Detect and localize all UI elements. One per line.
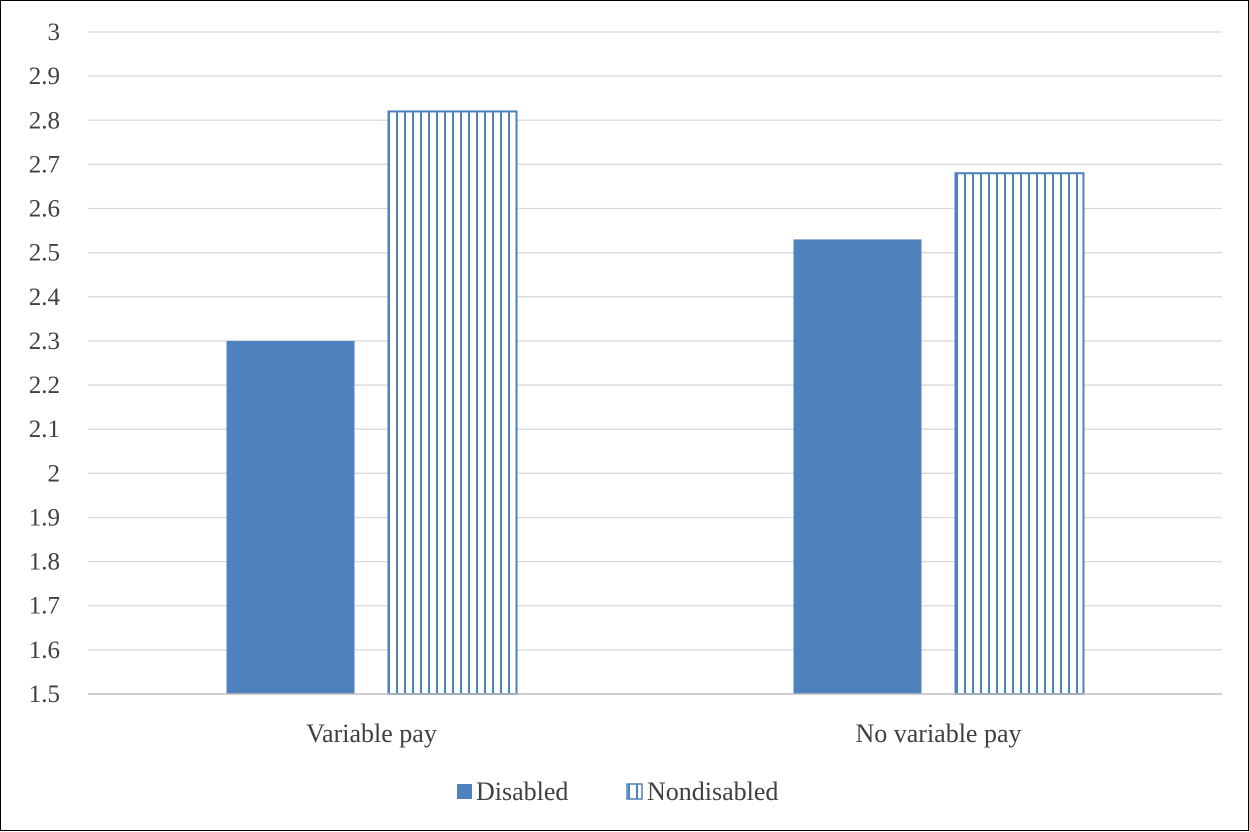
x-category-label: Variable pay	[306, 719, 437, 748]
bar-nondisabled	[954, 172, 1085, 695]
y-tick-label: 2.8	[29, 107, 60, 134]
y-tick-label: 2.9	[29, 63, 60, 90]
y-tick-label: 2.6	[29, 196, 60, 223]
y-tick-label: 2.4	[29, 284, 61, 311]
y-tick-label: 3	[48, 19, 61, 46]
bars	[226, 110, 1085, 695]
y-tick-label: 1.8	[29, 549, 60, 576]
bar-nondisabled	[387, 110, 518, 695]
legend-label-disabled: Disabled	[476, 777, 568, 806]
y-tick-label: 2	[48, 460, 61, 487]
x-axis: Variable pay No variable pay	[88, 693, 1222, 748]
legend-swatch-nondisabled	[626, 783, 643, 800]
y-tick-label: 2.7	[29, 151, 60, 178]
y-tick-label: 1.7	[29, 593, 60, 620]
bar-disabled	[793, 239, 922, 694]
x-category-label: No variable pay	[855, 719, 1021, 748]
y-tick-label: 1.5	[29, 681, 60, 708]
y-tick-label: 2.3	[29, 328, 60, 355]
y-tick-label: 1.6	[29, 637, 60, 664]
y-tick-label: 2.2	[29, 372, 60, 399]
legend-swatch-disabled	[457, 784, 472, 799]
y-tick-label: 2.1	[29, 416, 60, 443]
y-axis-ticks: 3 2.9 2.8 2.7 2.6 2.5 2.4 2.3 2.2 2.1 2 1.9 1.8 1.7 1.…	[29, 19, 61, 708]
bar-disabled	[226, 340, 355, 694]
legend: Disabled Nondisabled	[457, 777, 778, 806]
y-tick-label: 1.9	[29, 504, 60, 531]
y-tick-label: 2.5	[29, 240, 60, 267]
legend-label-nondisabled: Nondisabled	[647, 777, 778, 806]
